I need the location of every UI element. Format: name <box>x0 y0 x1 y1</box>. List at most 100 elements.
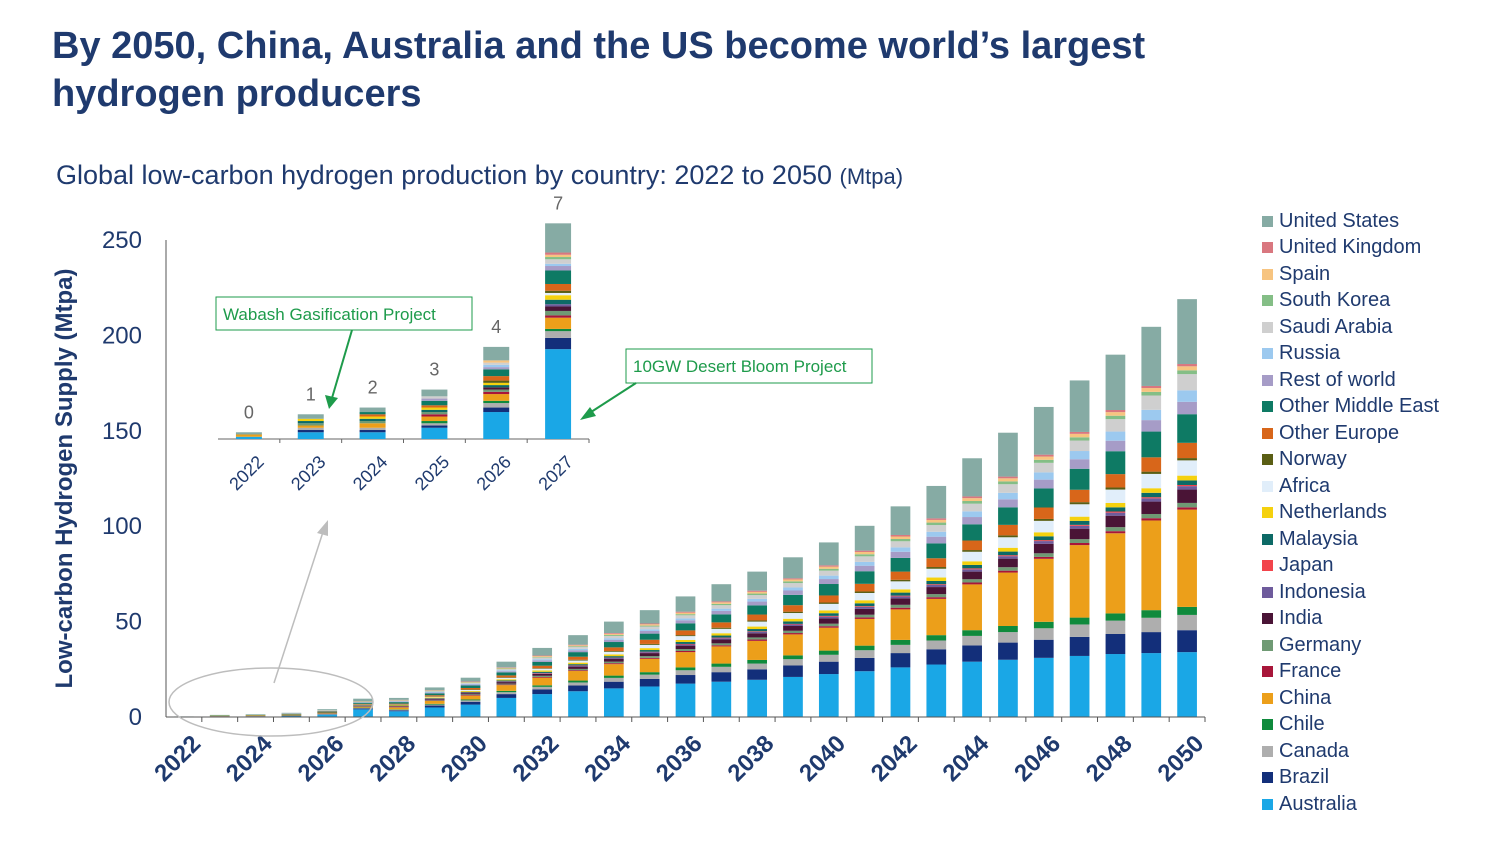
bar-united-states-2026 <box>317 709 338 711</box>
bar-rest-of-world-2048 <box>1105 440 1126 452</box>
bar-saudi-arabia-2049 <box>1141 395 1162 410</box>
bar-spain-2047 <box>1069 433 1090 438</box>
bar-brazil-2033 <box>568 685 588 692</box>
bar-india-2039 <box>783 625 803 631</box>
bar-japan-2037 <box>711 637 732 639</box>
bar-indonesia-2031 <box>496 681 517 683</box>
bar-saudi-arabia-2029 <box>424 691 445 693</box>
inset-x-tick-label-2026: 2026 <box>473 452 515 494</box>
inset-bar-australia-2024 <box>359 432 386 439</box>
bar-other-europe-2050 <box>1177 442 1197 459</box>
bar-norway-2034 <box>603 650 624 652</box>
bar-japan-2040 <box>818 615 839 617</box>
bar-united-kingdom-2033 <box>568 644 588 646</box>
bar-canada-2050 <box>1177 614 1197 631</box>
bar-rest-of-world-2028 <box>389 701 409 703</box>
bar-france-2050 <box>1177 507 1197 510</box>
bar-netherlands-2047 <box>1069 516 1090 521</box>
bar-australia-2027 <box>353 709 373 717</box>
bar-india-2049 <box>1141 501 1162 514</box>
bar-spain-2031 <box>496 667 517 669</box>
x-tick-label-2026: 2026 <box>293 730 350 787</box>
x-tick-label-2046: 2046 <box>1009 730 1066 787</box>
inset-bar-australia-2027 <box>545 349 572 439</box>
bar-netherlands-2033 <box>568 662 588 665</box>
y-tick-label-150: 150 <box>102 418 142 445</box>
bar-australia-2030 <box>460 704 481 717</box>
bar-south-korea-2039 <box>783 581 803 584</box>
bar-germany-2046 <box>1033 553 1054 557</box>
bar-russia-2050 <box>1177 390 1197 402</box>
bar-spain-2032 <box>532 656 553 658</box>
bar-netherlands-2050 <box>1177 475 1197 481</box>
bar-china-2028 <box>389 707 409 710</box>
bar-other-europe-2040 <box>818 595 839 603</box>
bar-indonesia-2033 <box>568 665 588 667</box>
bar-india-2040 <box>818 618 839 624</box>
legend-swatch-united-kingdom <box>1262 242 1273 254</box>
legend-label-spain: Spain <box>1279 262 1331 285</box>
legend-item-netherlands: Netherlands <box>1262 500 1487 527</box>
inset-x-tick-label-2027: 2027 <box>534 452 576 494</box>
bar-brazil-2041 <box>854 657 875 672</box>
legend-item-saudi-arabia: Saudi Arabia <box>1262 314 1487 341</box>
bar-other-middle-east-2030 <box>460 685 481 688</box>
bar-germany-2047 <box>1069 539 1090 543</box>
bar-indonesia-2032 <box>532 673 553 674</box>
bar-saudi-arabia-2047 <box>1069 440 1090 452</box>
legend-label-brazil: Brazil <box>1279 766 1330 789</box>
bar-malaysia-2042 <box>890 592 911 596</box>
bar-africa-2043 <box>926 568 947 578</box>
bar-norway-2039 <box>783 611 803 614</box>
bar-chile-2047 <box>1069 617 1090 625</box>
legend-swatch-malaysia <box>1262 533 1273 545</box>
legend-label-rest-of-world: Rest of world <box>1279 368 1396 391</box>
bar-india-2032 <box>532 673 553 676</box>
bar-other-europe-2029 <box>424 695 445 697</box>
bar-china-2026 <box>317 713 338 714</box>
bar-india-2050 <box>1177 489 1197 503</box>
bar-malaysia-2035 <box>639 650 660 652</box>
bar-chile-2031 <box>496 690 517 693</box>
bar-united-states-2041 <box>854 525 875 551</box>
bar-malaysia-2030 <box>460 691 481 693</box>
bar-germany-2037 <box>711 643 732 646</box>
bar-south-korea-2040 <box>818 568 839 571</box>
bar-canada-2045 <box>998 632 1018 643</box>
inset-bar-label-2023: 1 <box>306 384 316 404</box>
bar-norway-2043 <box>926 567 947 569</box>
bar-australia-2039 <box>783 676 803 717</box>
bar-china-2033 <box>568 671 588 681</box>
bar-africa-2039 <box>783 613 803 619</box>
subtitle-unit: (Mtpa) <box>839 164 904 189</box>
legend-label-norway: Norway <box>1279 448 1347 471</box>
bar-rest-of-world-2029 <box>424 692 445 694</box>
inset-bar-germany-2026 <box>483 389 510 392</box>
title-line-2: hydrogen producers <box>52 73 422 115</box>
legend-swatch-other-europe <box>1262 427 1273 439</box>
bar-australia-2041 <box>854 671 875 717</box>
inset-bar-rest-of-world-2025 <box>421 398 448 401</box>
bar-brazil-2029 <box>424 705 445 708</box>
inset-bar-norway-2026 <box>483 380 510 383</box>
bar-france-2038 <box>747 639 768 641</box>
bar-south-korea-2044 <box>962 501 982 504</box>
bar-united-states-2035 <box>639 610 660 624</box>
bar-brazil-2043 <box>926 649 947 665</box>
legend-item-united-kingdom: United Kingdom <box>1262 235 1487 262</box>
legend-item-germany: Germany <box>1262 632 1487 659</box>
bar-other-middle-east-2048 <box>1105 451 1126 475</box>
bar-united-kingdom-2042 <box>890 534 911 537</box>
bar-brazil-2045 <box>998 642 1018 660</box>
bar-indonesia-2047 <box>1069 525 1090 529</box>
bar-china-2027 <box>353 706 373 708</box>
bar-other-europe-2036 <box>675 630 696 636</box>
bar-spain-2034 <box>603 633 624 635</box>
bar-other-middle-east-2043 <box>926 543 947 559</box>
bar-chile-2050 <box>1177 606 1197 615</box>
inset-bar-netherlands-2023 <box>297 418 324 422</box>
bar-canada-2036 <box>675 670 696 676</box>
bar-china-2032 <box>532 677 553 686</box>
inset-bar-france-2026 <box>483 391 510 395</box>
inset-bar-label-2022: 0 <box>244 402 254 422</box>
